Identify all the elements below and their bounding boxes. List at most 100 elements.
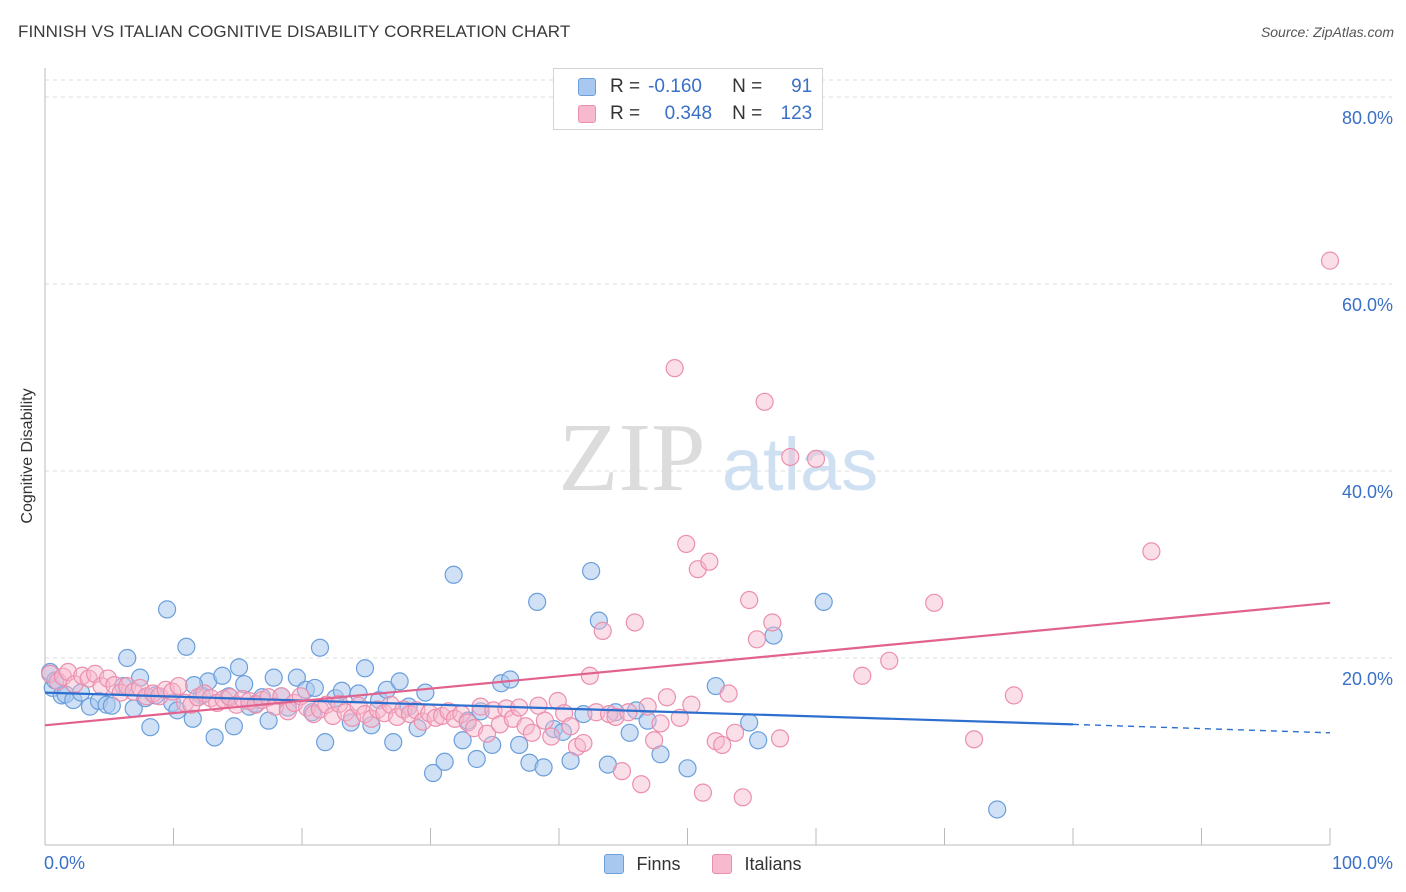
finns-trend-line <box>44 691 1074 726</box>
legend-row-italians: R = 0.348 N = 123 <box>578 102 812 126</box>
finns-point <box>287 668 306 687</box>
legend-n-value: 91 <box>791 76 813 97</box>
italians-point <box>806 449 826 468</box>
italians-point <box>651 714 670 733</box>
italians-point <box>665 359 684 378</box>
axis-layer <box>44 68 1331 846</box>
italians-point <box>612 762 632 781</box>
finns-point <box>740 713 759 732</box>
finns-point <box>264 668 283 687</box>
italians-point <box>713 735 732 755</box>
italians-point <box>657 688 677 707</box>
finns-point <box>606 703 625 722</box>
italians-point <box>477 724 497 743</box>
legend-item-italians[interactable]: Italians <box>712 853 802 875</box>
italians-point <box>561 717 580 736</box>
legend-n-label: N = <box>732 103 763 124</box>
italians-point <box>733 788 752 807</box>
finns-point <box>814 592 833 612</box>
italians-point <box>740 590 759 610</box>
italians-point <box>638 697 657 716</box>
italians-point <box>700 552 719 571</box>
series-legend: Finns Italians <box>0 852 1406 876</box>
finns-trend-extension <box>1072 723 1331 734</box>
watermark-zip: ZIP <box>559 404 706 512</box>
italians-point <box>259 688 278 707</box>
italians-point <box>169 676 188 696</box>
x-tick-label: 100.0% <box>1332 853 1393 873</box>
finns-point <box>305 678 324 698</box>
legend-r-label: R = <box>610 103 641 124</box>
finns-point <box>453 731 472 750</box>
italians-point <box>747 630 766 649</box>
y-tick-label: 40.0% <box>1342 482 1393 502</box>
finns-swatch <box>578 78 596 96</box>
legend-item-finns[interactable]: Finns <box>604 854 680 875</box>
legend-r-value: -0.160 <box>648 76 702 97</box>
italians-point <box>632 775 651 794</box>
finns-point <box>589 611 608 630</box>
watermark-atlas: atlas <box>722 423 878 506</box>
grid-layer <box>45 79 1392 659</box>
italians-point <box>619 703 638 722</box>
trend-lines <box>44 601 1331 734</box>
italians-point <box>1320 251 1340 270</box>
finns-point <box>102 696 121 715</box>
source-label: Source: ZipAtlas.com <box>1260 24 1394 40</box>
finns-point <box>435 752 454 771</box>
italians-point <box>593 621 612 640</box>
italians-point <box>1142 542 1161 561</box>
italians-point <box>763 613 782 632</box>
italians-point <box>925 593 944 612</box>
italians-point <box>105 676 124 695</box>
italians-point <box>580 666 599 685</box>
y-tick-label: 80.0% <box>1342 108 1393 128</box>
finns-point <box>355 659 375 678</box>
finns-point <box>749 731 768 750</box>
italians-point <box>755 392 774 411</box>
finns-point <box>157 600 177 619</box>
legend-r-label: R = <box>610 76 641 97</box>
finns-point <box>483 735 502 755</box>
finns-point <box>213 666 232 685</box>
italians-point <box>725 723 745 742</box>
finns-point <box>224 717 243 736</box>
finns-point <box>678 759 697 778</box>
correlation-legend: R = -0.160 N = 91 R = 0.348 N = 123 <box>553 68 823 130</box>
italians-point <box>880 651 899 670</box>
finns-point <box>235 675 254 694</box>
finns-point <box>510 735 529 755</box>
finns-point <box>444 565 463 584</box>
italians-point <box>111 683 130 702</box>
finns-point <box>384 733 403 752</box>
italians-swatch <box>578 105 596 123</box>
italians-point <box>644 731 664 750</box>
italians-point <box>719 684 738 703</box>
italians-point <box>853 666 872 685</box>
italians-point <box>625 613 644 632</box>
legend-r-value: 0.348 <box>664 103 713 124</box>
italians-point <box>529 696 548 715</box>
finns-point <box>988 800 1007 819</box>
italians-point <box>516 717 535 736</box>
italians-point <box>497 699 516 718</box>
finns-point <box>310 638 330 657</box>
italians-point <box>535 711 554 730</box>
legend-label-finns: Finns <box>636 853 681 874</box>
finns-point <box>620 723 639 742</box>
italians-point <box>964 730 984 749</box>
y-tick-label: 20.0% <box>1342 669 1393 689</box>
legend-label-italians: Italians <box>744 853 802 874</box>
legend-row-finns: R = -0.160 N = 91 <box>578 75 812 99</box>
italians-point <box>682 695 701 714</box>
finns-point <box>416 683 435 702</box>
italians-point <box>574 733 593 753</box>
finns-point <box>362 716 381 735</box>
italians-point <box>1004 686 1023 705</box>
italians-point <box>670 708 689 727</box>
finns-point <box>177 637 196 656</box>
chart-title: FINNISH VS ITALIAN COGNITIVE DISABILITY … <box>18 22 571 41</box>
watermark: ZIP atlas <box>559 404 879 512</box>
italians-point <box>693 783 713 802</box>
